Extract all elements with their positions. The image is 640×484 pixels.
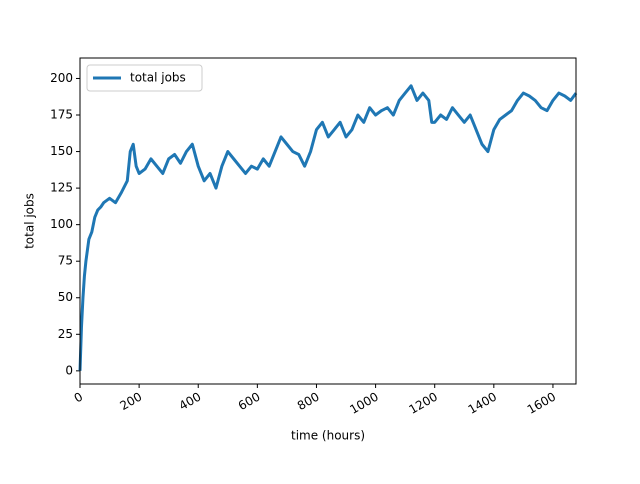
y-axis-label: total jobs [23, 193, 37, 249]
x-tick-label: 1000 [347, 390, 380, 417]
x-tick-label: 1600 [525, 390, 558, 417]
legend-box [86, 64, 203, 92]
x-tick-label: 400 [177, 390, 204, 414]
y-tick-label: 200 [50, 71, 73, 85]
y-tick-label: 100 [50, 217, 73, 231]
y-tick-label: 150 [50, 144, 73, 158]
x-tick-label: 0 [72, 390, 86, 406]
y-tick-label: 75 [58, 254, 73, 268]
legend-label: total jobs [130, 71, 186, 85]
x-tick-label: 1200 [407, 390, 440, 417]
y-tick-label: 125 [50, 181, 73, 195]
y-tick-label: 50 [58, 290, 73, 304]
x-tick-label: 600 [236, 390, 263, 414]
y-tick-label: 0 [65, 363, 73, 377]
x-axis-label: time (hours) [291, 429, 365, 443]
x-tick-label: 200 [118, 390, 145, 414]
y-tick-label: 175 [50, 108, 73, 122]
x-tick-label: 800 [295, 390, 322, 414]
line [78, 84, 578, 371]
x-tick-label: 1400 [466, 390, 499, 417]
plot-frame [79, 57, 577, 385]
y-tick-label: 25 [58, 327, 73, 341]
